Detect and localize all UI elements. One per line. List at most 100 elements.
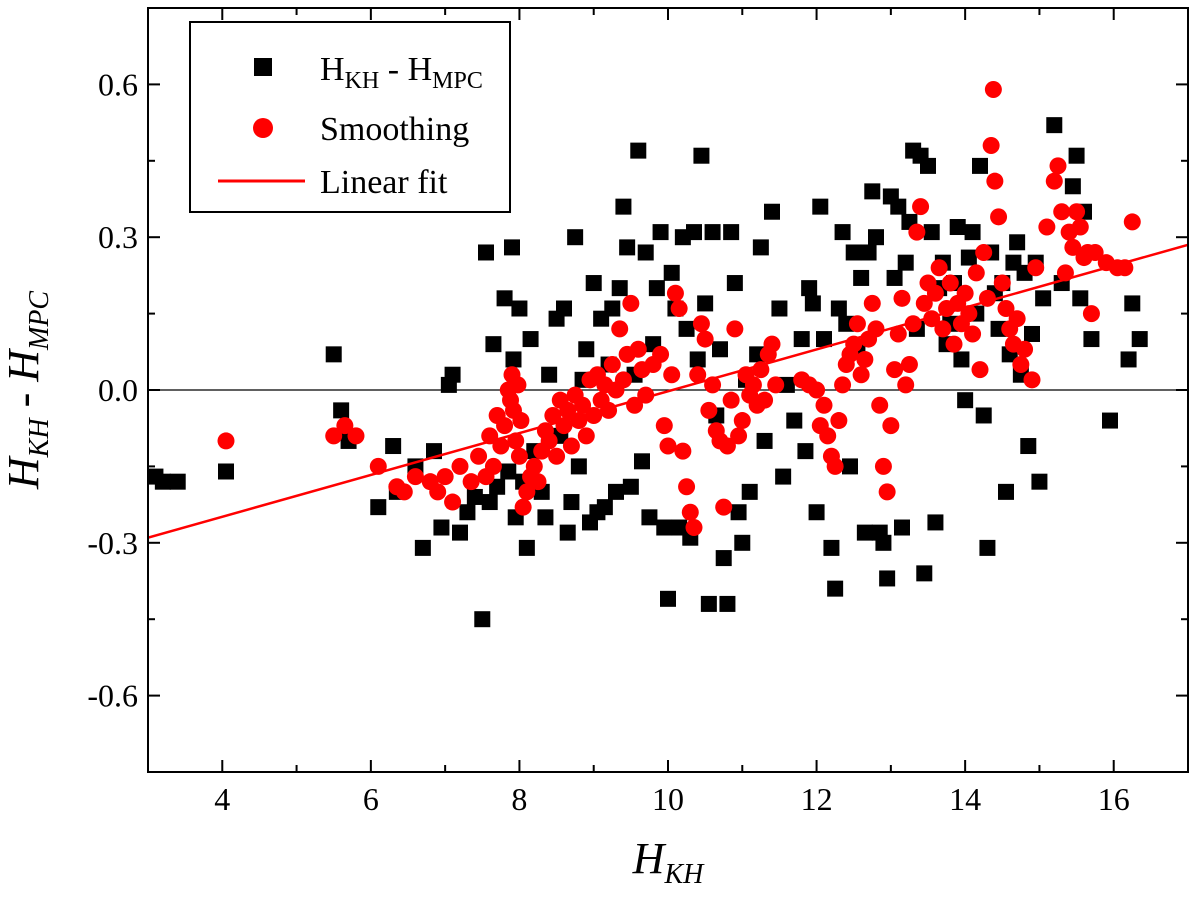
difference-point xyxy=(656,519,673,536)
axis-ticks: 4 6 8 10 12 14 16 0.6 0.3 0.0 -0.3 -0.6 xyxy=(87,7,1189,817)
difference-point xyxy=(1009,234,1026,251)
smoothing-point xyxy=(444,493,462,511)
smoothing-point xyxy=(815,396,833,414)
smoothing-point xyxy=(886,361,904,379)
difference-point xyxy=(897,254,914,271)
difference-point xyxy=(975,407,992,424)
smoothing-point xyxy=(670,300,688,318)
legend-circle-marker xyxy=(253,118,273,138)
smoothing-point xyxy=(986,172,1004,190)
smoothing-point xyxy=(967,264,985,282)
difference-point xyxy=(496,290,513,307)
difference-point xyxy=(511,300,528,317)
smoothing-point xyxy=(603,356,621,374)
smoothing-point xyxy=(559,401,577,419)
smoothing-point xyxy=(406,468,424,486)
difference-point xyxy=(923,224,940,241)
smoothing-point xyxy=(700,401,718,419)
smoothing-point xyxy=(763,335,781,353)
difference-point xyxy=(1072,290,1089,307)
smoothing-point xyxy=(856,350,874,368)
y-tick-label: 0.3 xyxy=(98,219,138,255)
y-tick-label: 0.6 xyxy=(98,66,138,102)
difference-point xyxy=(218,463,234,480)
difference-point xyxy=(868,229,884,246)
difference-point xyxy=(1024,325,1040,342)
smoothing-point xyxy=(451,457,469,475)
smoothing-point xyxy=(1016,340,1034,358)
smoothing-point xyxy=(1053,203,1071,221)
smoothing-series xyxy=(217,80,1141,537)
difference-point xyxy=(474,611,491,628)
difference-point xyxy=(1124,295,1141,312)
smoothing-point xyxy=(685,519,703,537)
difference-point xyxy=(596,499,613,516)
smoothing-point xyxy=(993,274,1011,292)
difference-point xyxy=(864,183,881,200)
smoothing-point xyxy=(744,376,762,394)
difference-point xyxy=(500,463,517,480)
difference-point xyxy=(1131,331,1148,348)
smoothing-point xyxy=(912,198,930,216)
difference-point xyxy=(860,244,877,261)
smoothing-point xyxy=(904,315,922,333)
difference-point xyxy=(1031,473,1048,490)
smoothing-point xyxy=(525,457,543,475)
difference-point xyxy=(578,341,595,358)
smoothing-point xyxy=(655,417,673,435)
difference-point xyxy=(845,244,862,261)
smoothing-point xyxy=(1064,238,1082,256)
difference-point xyxy=(842,458,858,475)
y-axis-title: HKH - HMPC xyxy=(0,291,55,491)
smoothing-point xyxy=(767,376,785,394)
difference-point xyxy=(723,224,740,241)
smoothing-point xyxy=(548,447,566,465)
smoothing-point xyxy=(871,396,889,414)
smoothing-point xyxy=(915,294,933,312)
smoothing-point xyxy=(217,432,235,450)
legend-label-linear-fit: Linear fit xyxy=(320,164,448,201)
smoothing-point xyxy=(990,208,1008,226)
smoothing-point xyxy=(1008,310,1026,328)
difference-point xyxy=(559,524,576,541)
difference-point xyxy=(734,534,751,551)
difference-point xyxy=(712,341,728,358)
smoothing-point xyxy=(893,289,911,307)
legend-square-marker xyxy=(254,58,272,76)
difference-point xyxy=(648,280,665,297)
smoothing-point xyxy=(666,284,684,302)
smoothing-point xyxy=(878,483,896,501)
smoothing-point xyxy=(1012,356,1030,374)
smoothing-point xyxy=(659,437,677,455)
smoothing-point xyxy=(512,412,530,430)
difference-point xyxy=(504,239,520,256)
smoothing-point xyxy=(733,412,751,430)
difference-point xyxy=(812,198,829,215)
smoothing-point xyxy=(562,437,580,455)
difference-point xyxy=(1068,147,1085,164)
difference-point xyxy=(452,524,468,541)
difference-point xyxy=(466,488,483,505)
smoothing-point xyxy=(507,432,525,450)
smoothing-point xyxy=(611,320,629,338)
smoothing-point xyxy=(718,437,736,455)
difference-point xyxy=(556,300,572,317)
difference-point xyxy=(370,499,387,516)
difference-point xyxy=(678,320,695,337)
difference-point xyxy=(641,509,658,526)
smoothing-point xyxy=(689,366,707,384)
smoothing-point xyxy=(347,427,365,445)
smoothing-point xyxy=(819,427,837,445)
smoothing-point xyxy=(484,457,502,475)
difference-point xyxy=(608,483,624,500)
difference-point xyxy=(827,580,844,597)
smoothing-point xyxy=(730,427,748,445)
y-tick-label: -0.6 xyxy=(87,678,138,714)
difference-point xyxy=(756,432,773,449)
difference-point xyxy=(960,249,977,266)
x-tick-label: 10 xyxy=(652,781,684,817)
difference-point xyxy=(797,443,814,460)
difference-point xyxy=(949,219,966,236)
smoothing-point xyxy=(696,330,714,348)
smoothing-point xyxy=(882,417,900,435)
